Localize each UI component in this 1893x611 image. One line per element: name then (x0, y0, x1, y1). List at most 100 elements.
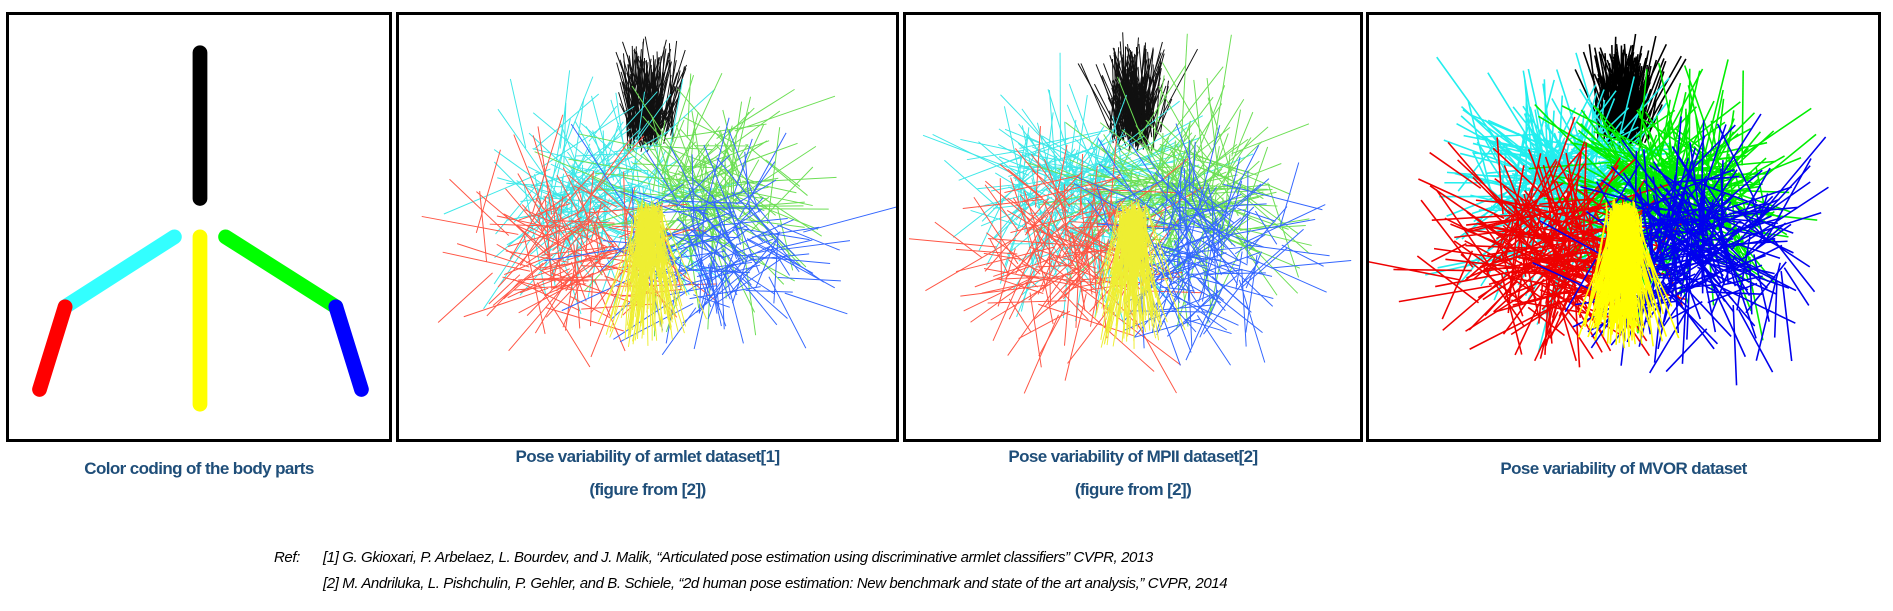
pose-segment-line (1106, 178, 1158, 184)
pose-segment-line (1091, 223, 1096, 266)
pose-segment-line (1712, 213, 1794, 254)
pose-segment-line (1115, 143, 1178, 179)
pose-segment-line (1746, 264, 1797, 292)
pose-segment-line (1655, 228, 1704, 263)
pose-segment-line (987, 300, 1067, 304)
pose-segment-line (751, 226, 820, 238)
pose-segment-line (1212, 183, 1262, 226)
pose-segment-line (1144, 53, 1165, 125)
pose-segment-line (1549, 291, 1572, 339)
pose-segment-line (651, 100, 664, 133)
pose-segment-line (542, 236, 602, 271)
pose-segment-line (1621, 139, 1666, 200)
pose-segment-line (1170, 149, 1186, 211)
pose-segment-line (1500, 182, 1564, 224)
pose-segment-line (1007, 197, 1081, 253)
pose-segment-line (1617, 214, 1639, 296)
pose-segment-line (1006, 210, 1062, 244)
pose-segment-line (1221, 156, 1241, 230)
pose-segment-line (503, 213, 562, 244)
pose-segment-line (1210, 146, 1220, 197)
pose-segment-line (1099, 122, 1190, 192)
pose-segment-line (1136, 99, 1157, 151)
pose-segment-line (1182, 205, 1192, 262)
pose-segment-line (1649, 164, 1685, 190)
pose-segment-line (1133, 85, 1141, 129)
pose-segment-line (1485, 215, 1514, 276)
pose-segment-line (1622, 172, 1664, 235)
pose-segment-line (1654, 68, 1704, 159)
pose-segment-line (1626, 74, 1634, 124)
pose-segment-line (1488, 226, 1555, 241)
pose-segment-line (1188, 275, 1274, 299)
pose-segment-line (1442, 270, 1513, 331)
pose-segment-line (1173, 186, 1218, 246)
caption-line: (figure from [2]) (1074, 480, 1192, 499)
pose-segment-line (639, 88, 716, 157)
pose-segment-line (909, 238, 997, 248)
mvor-variability-panel (1366, 12, 1881, 442)
pose-segment-line (726, 194, 760, 273)
pose-segment-line (650, 69, 659, 131)
pose-segment-line (1542, 190, 1587, 237)
pose-segment-line (1190, 126, 1269, 196)
pose-segment-line (1755, 222, 1787, 250)
pose-segment-line (984, 184, 1019, 232)
pose-segment-line (623, 176, 695, 196)
pose-segment-line (1239, 192, 1310, 255)
pose-segment-line (1105, 211, 1119, 278)
pose-segment-line (1460, 253, 1524, 304)
pose-segment-line (1231, 109, 1241, 157)
pose-segment-line (1100, 211, 1124, 340)
pose-segment-line (1615, 51, 1624, 132)
pose-segment-line (1416, 255, 1480, 304)
pose-segment-line (536, 282, 591, 368)
pose-segment-line (1649, 308, 1689, 374)
pose-segment-line (727, 197, 764, 236)
pose-segment-line (1662, 193, 1705, 257)
pose-segment-line (710, 217, 788, 227)
pose-segment-line (1539, 268, 1563, 359)
pose-segment-line (1523, 193, 1534, 229)
pose-segment-line (1433, 247, 1502, 259)
pose-segment-line (1173, 134, 1197, 173)
pose-segment-line (1732, 181, 1811, 238)
pose-segment-line (784, 292, 848, 315)
pose-segment-line (1763, 136, 1827, 212)
pose-segment-line (652, 141, 671, 191)
pose-segment-line (1534, 104, 1615, 186)
pose-segment-line (558, 213, 603, 276)
pose-segment-line (1526, 240, 1618, 265)
pose-segment-line (568, 174, 618, 217)
pose-segment-line (1203, 261, 1260, 335)
pose-segment-line (1539, 197, 1595, 206)
pose-segment-line (1098, 164, 1186, 189)
pose-segment-line (1665, 290, 1719, 345)
pose-segment-line (1751, 197, 1766, 244)
pose-segment-line (580, 122, 624, 161)
pose-segment-line (1429, 151, 1482, 189)
pose-segment-line (518, 276, 593, 281)
pose-segment-line (1567, 151, 1583, 253)
pose-segment-line (657, 192, 738, 207)
pose-segment-line (1023, 314, 1059, 394)
pose-segment-line (684, 213, 693, 269)
pose-segment-line (592, 207, 618, 255)
pose-segment-line (1084, 188, 1183, 194)
pose-segment-line (1185, 289, 1219, 361)
pose-segment-line (993, 264, 1027, 277)
pose-segment-line (1669, 195, 1735, 256)
pose-segment-line (691, 177, 764, 243)
pose-segment-line (534, 281, 567, 334)
pose-segment-line (1193, 158, 1250, 173)
pose-segment-line (1642, 106, 1698, 163)
pose-segment-line (1215, 295, 1263, 333)
pose-segment-line (1624, 212, 1668, 337)
pose-segment-line (636, 95, 640, 128)
pose-segment-line (656, 199, 707, 320)
pose-segment-line (1091, 212, 1110, 314)
pose-segment-line (1198, 249, 1217, 303)
pose-segment-line (1503, 261, 1523, 300)
pose-segment-line (1245, 251, 1263, 289)
pose-segment-line (1466, 211, 1513, 247)
